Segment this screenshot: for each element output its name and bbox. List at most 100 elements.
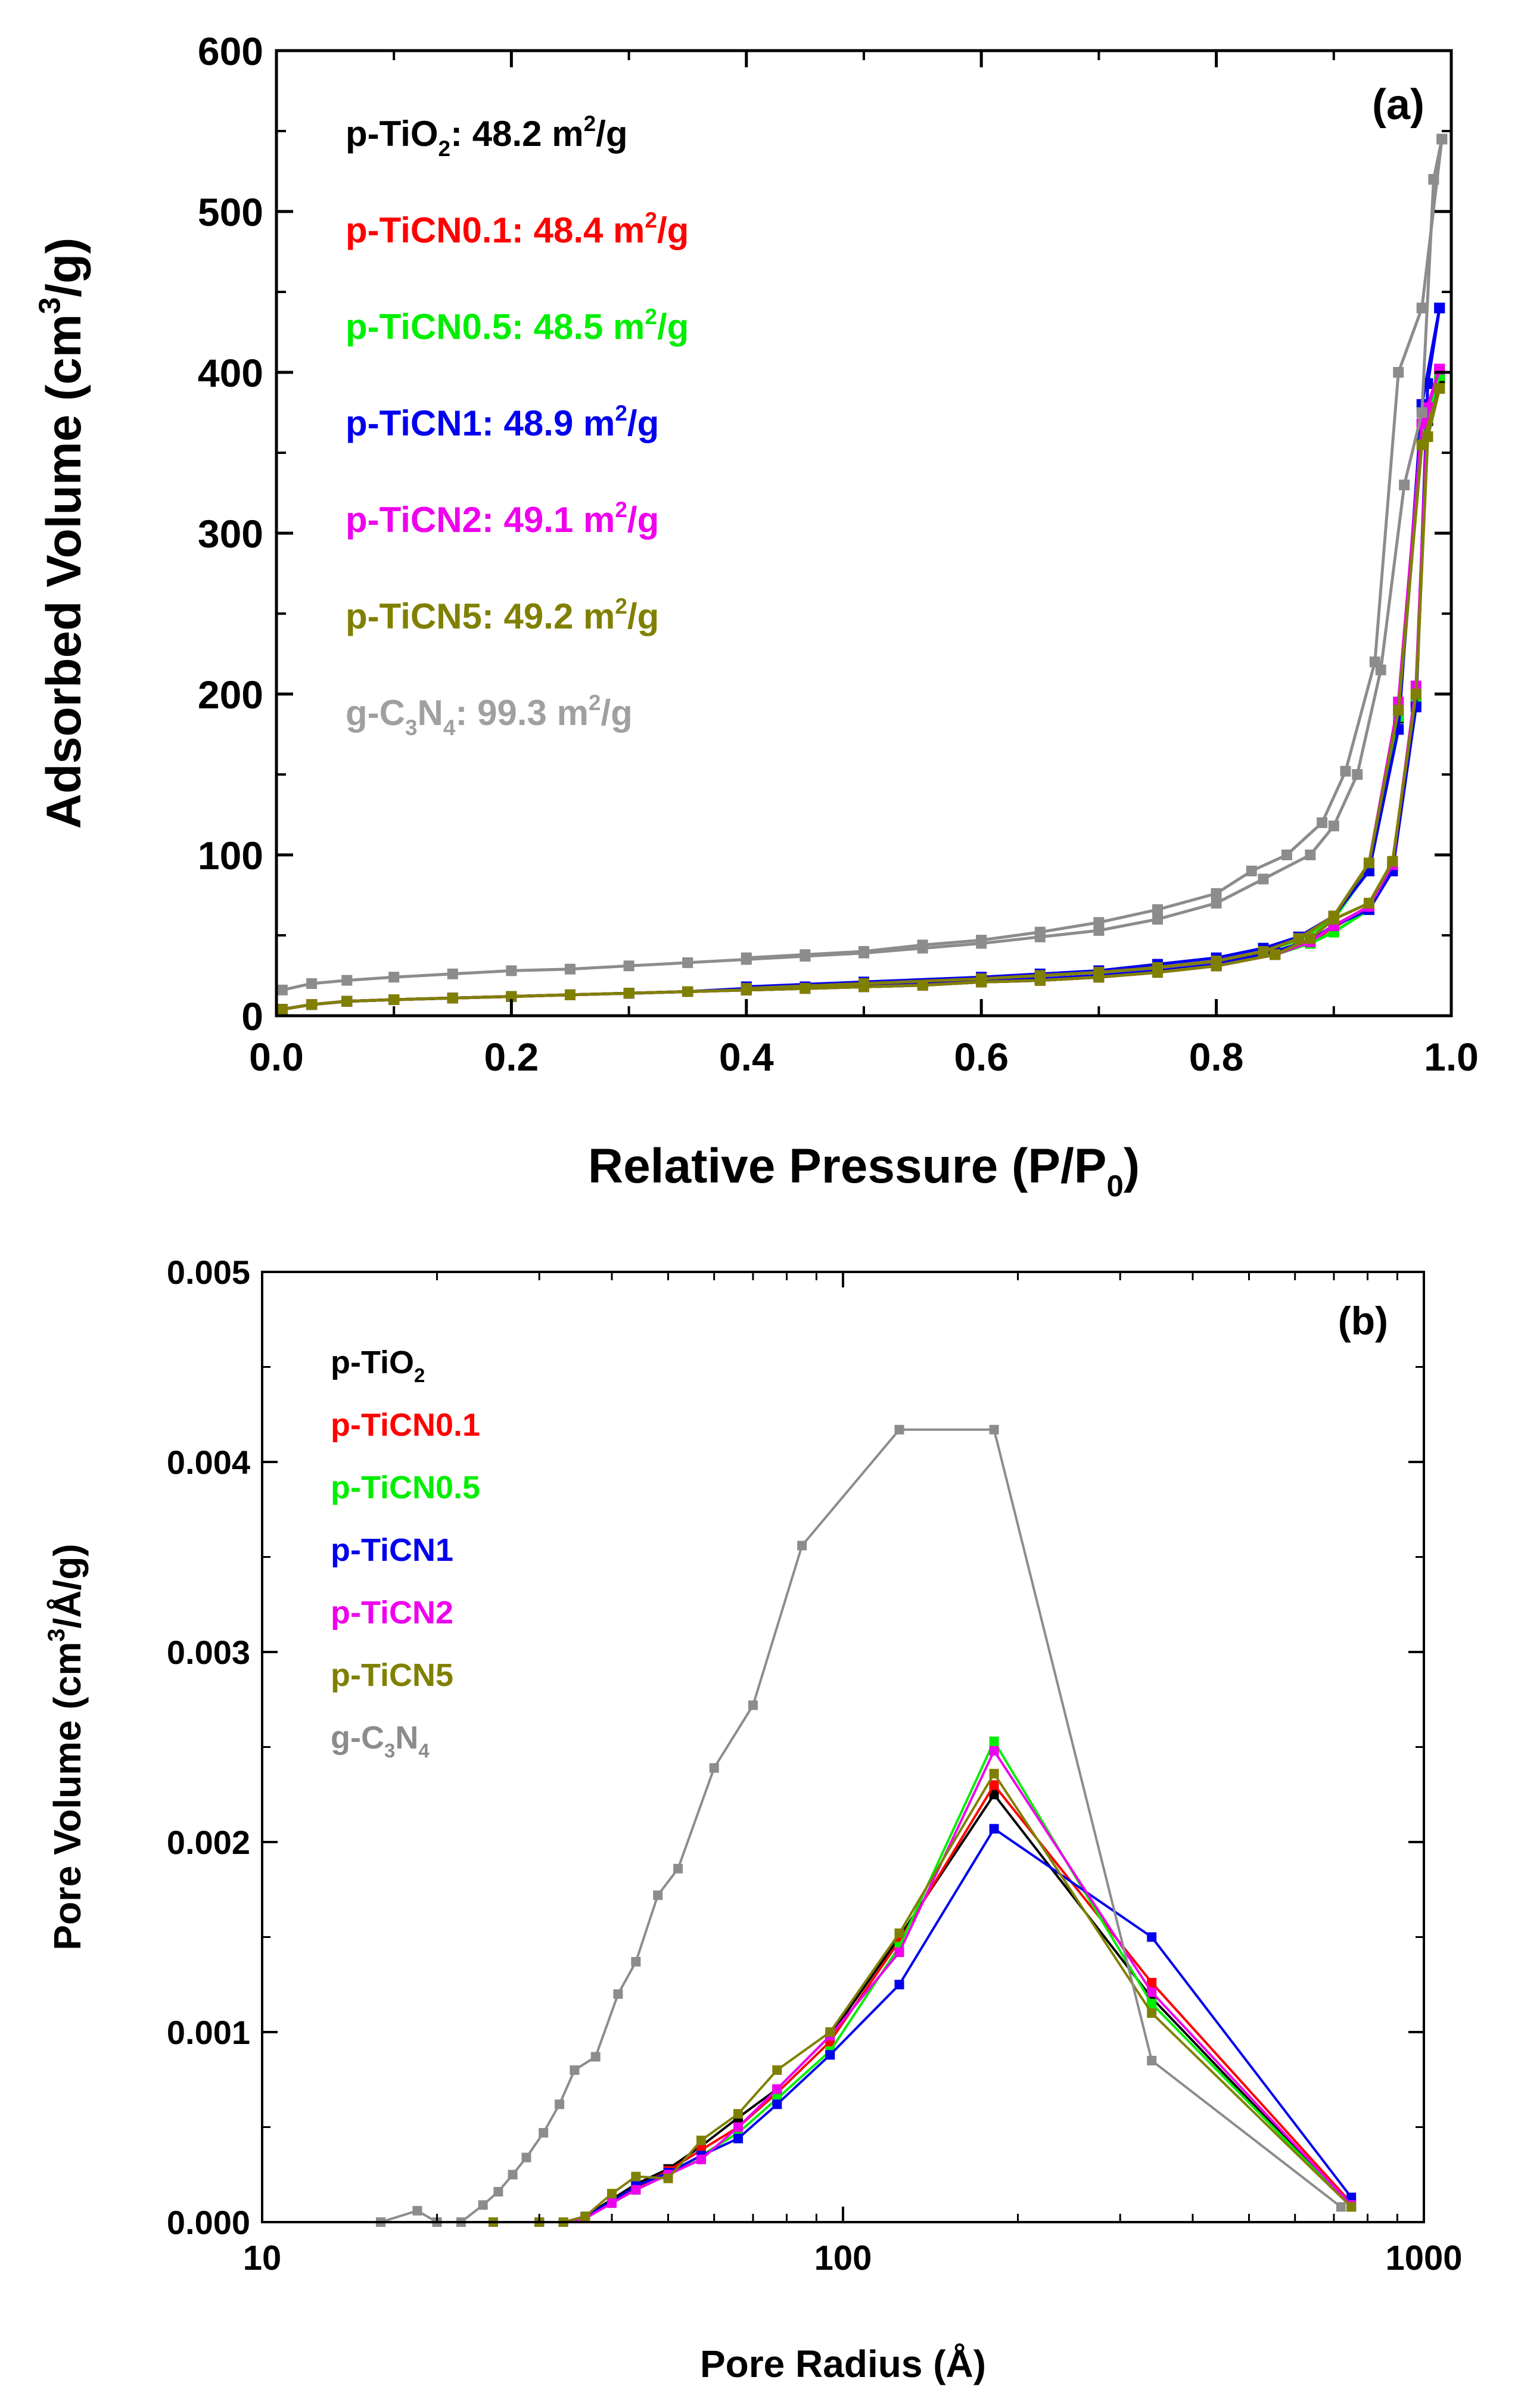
legend-entry-b-4: p-TiCN2: [331, 1595, 453, 1631]
marker-b-g-C3N4-17: [748, 1700, 758, 1710]
x-tick-label-b-2: 1000: [1385, 2239, 1462, 2278]
marker-a-p-TiCN5-ads-7: [623, 988, 634, 999]
marker-b-p-TiCN2-10: [733, 2122, 744, 2132]
marker-a-g-C3N4-des-9: [1152, 904, 1163, 915]
marker-a-p-TiCN5-ads-21: [1363, 898, 1374, 909]
marker-a-g-C3N4-ads-1: [306, 978, 318, 989]
marker-b-p-TiCN2-14: [989, 1746, 999, 1756]
panel-a: 0.0 0.2 0.4 0.6 0.8 1.0 0 100 200 300 400 500 600 Rel…: [33, 29, 1479, 1203]
marker-b-g-C3N4-22: [1336, 2202, 1346, 2212]
marker-b-g-C3N4-16: [709, 1763, 719, 1773]
series-a-p-TiCN0.5: [276, 370, 1445, 1015]
marker-b-g-C3N4-19: [894, 1424, 904, 1435]
marker-a-g-C3N4-des-15: [800, 949, 811, 960]
y-tick-label-a-5: 500: [198, 190, 263, 234]
marker-a-g-C3N4-ads-4: [447, 968, 458, 979]
y-tick-label-a-6: 600: [198, 29, 263, 73]
legend-entry-a-5: p-TiCN5: 49.2 m2/g: [346, 594, 659, 636]
marker-a-g-C3N4-ads-24: [1416, 407, 1427, 418]
marker-a-p-TiCN5-des-12: [858, 978, 869, 989]
marker-a-g-C3N4-des-11: [1034, 926, 1046, 938]
marker-b-p-TiCN2-11: [772, 2084, 782, 2094]
marker-b-g-C3N4-9: [555, 2099, 565, 2110]
marker-b-p-TiCN5-14: [989, 1769, 999, 1779]
marker-a-g-C3N4-ads-6: [565, 963, 576, 975]
marker-a-p-TiCN5-ads-1: [306, 999, 318, 1010]
marker-b-g-C3N4-7: [521, 2152, 531, 2163]
marker-a-g-C3N4-ads-3: [388, 972, 400, 983]
y-tick-label-b-5: 0.005: [167, 1253, 250, 1291]
marker-b-p-TiCN1-12: [825, 2050, 835, 2060]
marker-b-p-TiCN0.1-14: [989, 1780, 999, 1790]
marker-a-p-TiCN5-des-8: [1152, 962, 1163, 973]
panel-label-a: (a): [1372, 81, 1424, 129]
marker-a-g-C3N4-ads-7: [623, 960, 634, 972]
line-a-p-TiCN2-des: [746, 368, 1441, 990]
marker-a-g-C3N4-des-10: [1093, 917, 1105, 928]
marker-a-p-TiCN5-ads-22: [1387, 855, 1398, 867]
y-axis-label-b: Pore Volume (cm3/Å/g): [43, 1544, 89, 1950]
legend-entry-a-0: p-TiO2: 48.2 m2/g: [346, 111, 627, 161]
panel-b: 10 100 1000 0.000 0.001 0.002 0.003 0.004 0.005 P…: [43, 1253, 1462, 2385]
marker-a-p-TiCN5-des-10: [1034, 970, 1046, 981]
marker-b-p-TiCN5-10: [733, 2109, 744, 2119]
marker-a-p-TiCN5-ads-5: [506, 991, 517, 1002]
legend-entry-a-2: p-TiCN0.5: 48.5 m2/g: [346, 304, 689, 347]
x-axis-label-b: Pore Radius (Å): [700, 2342, 986, 2385]
marker-a-p-TiCN5-ads-3: [388, 994, 400, 1005]
marker-b-p-TiCN5-15: [1147, 2008, 1157, 2018]
y-tick-label-a-4: 400: [198, 351, 263, 395]
y-tick-label-a-2: 200: [198, 673, 263, 717]
marker-b-p-TiCN2-9: [696, 2154, 706, 2164]
marker-b-p-TiCN5-6: [607, 2189, 617, 2199]
marker-a-p-TiCN5-des-3: [1363, 857, 1374, 869]
y-tick-label-a-1: 100: [198, 833, 263, 878]
x-tick-label-a-5: 1.0: [1424, 1035, 1479, 1079]
legend-entry-b-0: p-TiO2: [331, 1345, 425, 1386]
marker-b-g-C3N4-15: [673, 1863, 683, 1874]
marker-b-p-TiCN1-15: [1147, 1932, 1157, 1942]
marker-b-p-TiCN5-12: [825, 2027, 835, 2037]
marker-b-g-C3N4-11: [590, 2052, 601, 2062]
y-tick-label-a-3: 300: [198, 512, 263, 556]
marker-b-p-TiO2-14: [989, 1790, 999, 1800]
legend-entry-b-6: g-C3N4: [331, 1720, 430, 1762]
marker-b-p-TiCN2-13: [894, 1947, 904, 1958]
marker-a-g-C3N4-des-16: [741, 952, 752, 963]
marker-a-g-C3N4-des-2: [1393, 367, 1404, 378]
y-tick-label-b-0: 0.000: [167, 2204, 250, 2241]
line-a-g-C3N4-des: [746, 139, 1444, 960]
marker-a-p-TiCN5-ads-0: [276, 1004, 288, 1015]
marker-b-g-C3N4-4: [478, 2200, 488, 2210]
line-a-p-TiCN2-ads: [282, 368, 1441, 1011]
line-a-p-TiCN5-ads: [282, 388, 1441, 1011]
line-a-p-TiCN1-des: [746, 307, 1441, 988]
marker-a-p-TiCN5-ads-2: [341, 995, 353, 1007]
series-b-g-C3N4: [376, 1424, 1346, 2227]
marker-a-g-C3N4-des-5: [1317, 817, 1328, 828]
legend-entry-a-4: p-TiCN2: 49.1 m2/g: [346, 497, 659, 540]
marker-a-g-C3N4-ads-17: [1211, 898, 1222, 909]
marker-a-g-C3N4-des-3: [1369, 657, 1380, 667]
marker-a-p-TiCN5-des-5: [1293, 933, 1304, 944]
x-tick-label-a-4: 0.8: [1189, 1035, 1244, 1079]
y-tick-label-a-0: 0: [241, 994, 263, 1038]
marker-a-g-C3N4-ads-18: [1258, 873, 1269, 885]
marker-b-g-C3N4-13: [631, 1956, 641, 1967]
marker-b-g-C3N4-14: [653, 1890, 663, 1900]
y-tick-label-b-3: 0.003: [167, 1634, 250, 1671]
line-a-p-TiCN0.1-ads: [282, 372, 1441, 1011]
marker-b-p-TiCN0.1-15: [1147, 1978, 1157, 1988]
y-axis-label-a: Adsorbed Volume (cm3/g): [33, 238, 91, 829]
marker-b-p-TiCN1-11: [772, 2099, 782, 2110]
marker-a-p-TiCN5-des-2: [1393, 705, 1404, 715]
legend-entry-a-1: p-TiCN0.1: 48.4 m2/g: [346, 208, 689, 250]
x-tick-label-b-0: 10: [243, 2239, 282, 2278]
x-axis-label-a: Relative Pressure (P/P0): [588, 1139, 1140, 1203]
marker-a-p-TiCN5-ads-23: [1410, 689, 1421, 699]
marker-a-p-TiCN5-ads-6: [565, 989, 576, 1000]
marker-b-g-C3N4-18: [797, 1541, 807, 1551]
series-a-p-TiCN0.1: [276, 367, 1445, 1015]
